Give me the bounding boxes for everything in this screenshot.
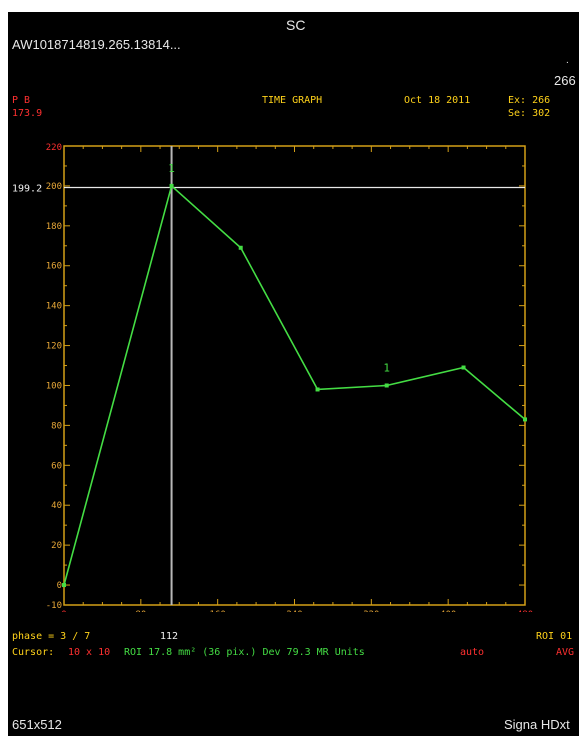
point-marker-label: 1 — [383, 361, 390, 374]
data-point — [169, 183, 174, 188]
data-point — [523, 417, 527, 422]
x-tick-label: 160 — [210, 610, 226, 612]
y-tick-label: 180 — [46, 222, 62, 232]
y-tick-label: 20 — [51, 541, 62, 551]
series-line — [63, 184, 526, 586]
x-tick-label: 80 — [135, 610, 146, 612]
cursor-size: 10 x 10 — [68, 647, 111, 658]
matrix-size: 651x512 — [12, 717, 62, 732]
data-point — [62, 583, 66, 588]
image-number: 266 — [554, 73, 576, 88]
study-date: Oct 18 2011 — [404, 95, 471, 106]
roi-stats: ROI 17.8 mm² (36 pix.) Dev 79.3 MR Units — [124, 647, 365, 658]
x-tick-label: 320 — [363, 610, 379, 612]
y-tick-label: 40 — [51, 501, 62, 511]
graph-title: TIME GRAPH — [262, 95, 323, 106]
plot-frame — [63, 145, 526, 606]
data-point — [238, 245, 243, 250]
cursor-label: Cursor: — [12, 647, 55, 658]
y-tick-label: 140 — [46, 302, 62, 312]
cursor-x-readout: 112 — [160, 631, 179, 642]
x-tick-label: 400 — [440, 610, 456, 612]
y-tick-label: 60 — [51, 461, 62, 471]
x-axis-unit: sec — [531, 610, 547, 612]
x-tick-label: 480 — [517, 610, 533, 612]
y-tick-label: 200 — [46, 182, 62, 192]
series-number: Se: 302 — [508, 108, 551, 119]
mode-avg: AVG — [556, 647, 575, 658]
scanner-model: Signa HDxt — [504, 717, 570, 732]
y-tick-label: 80 — [51, 421, 62, 431]
header-dot: . — [566, 55, 569, 66]
x-tick-label: 0 — [61, 610, 66, 612]
phase-readout: phase = 3 / 7 — [12, 631, 91, 642]
data-point — [461, 365, 466, 370]
viewer-screen: SC AW1018714819.265.13814... . 266 P B 1… — [8, 12, 579, 736]
series-id: AW1018714819.265.13814... — [12, 37, 181, 52]
y-tick-label: 0 — [57, 581, 62, 591]
data-point — [315, 387, 320, 392]
y-tick-label: 100 — [46, 381, 62, 391]
y-tick-label: -10 — [46, 601, 62, 611]
time-graph: -100204060801001201401601802002200801602… — [12, 143, 547, 612]
app-title: SC — [286, 17, 306, 33]
cursor-y-label: 199.2 — [12, 184, 42, 195]
roi-label: ROI 01 — [536, 631, 573, 642]
mode-auto: auto — [460, 647, 485, 658]
overlay-top-left-2: 173.9 — [12, 108, 43, 119]
y-tick-label: 220 — [46, 143, 62, 153]
y-tick-label: 120 — [46, 342, 62, 352]
exam-number: Ex: 266 — [508, 95, 551, 106]
point-marker-label: 1 — [168, 162, 175, 175]
overlay-top-left-1: P B — [12, 95, 31, 106]
y-tick-label: 160 — [46, 262, 62, 272]
data-point — [384, 383, 389, 388]
x-tick-label: 240 — [286, 610, 302, 612]
